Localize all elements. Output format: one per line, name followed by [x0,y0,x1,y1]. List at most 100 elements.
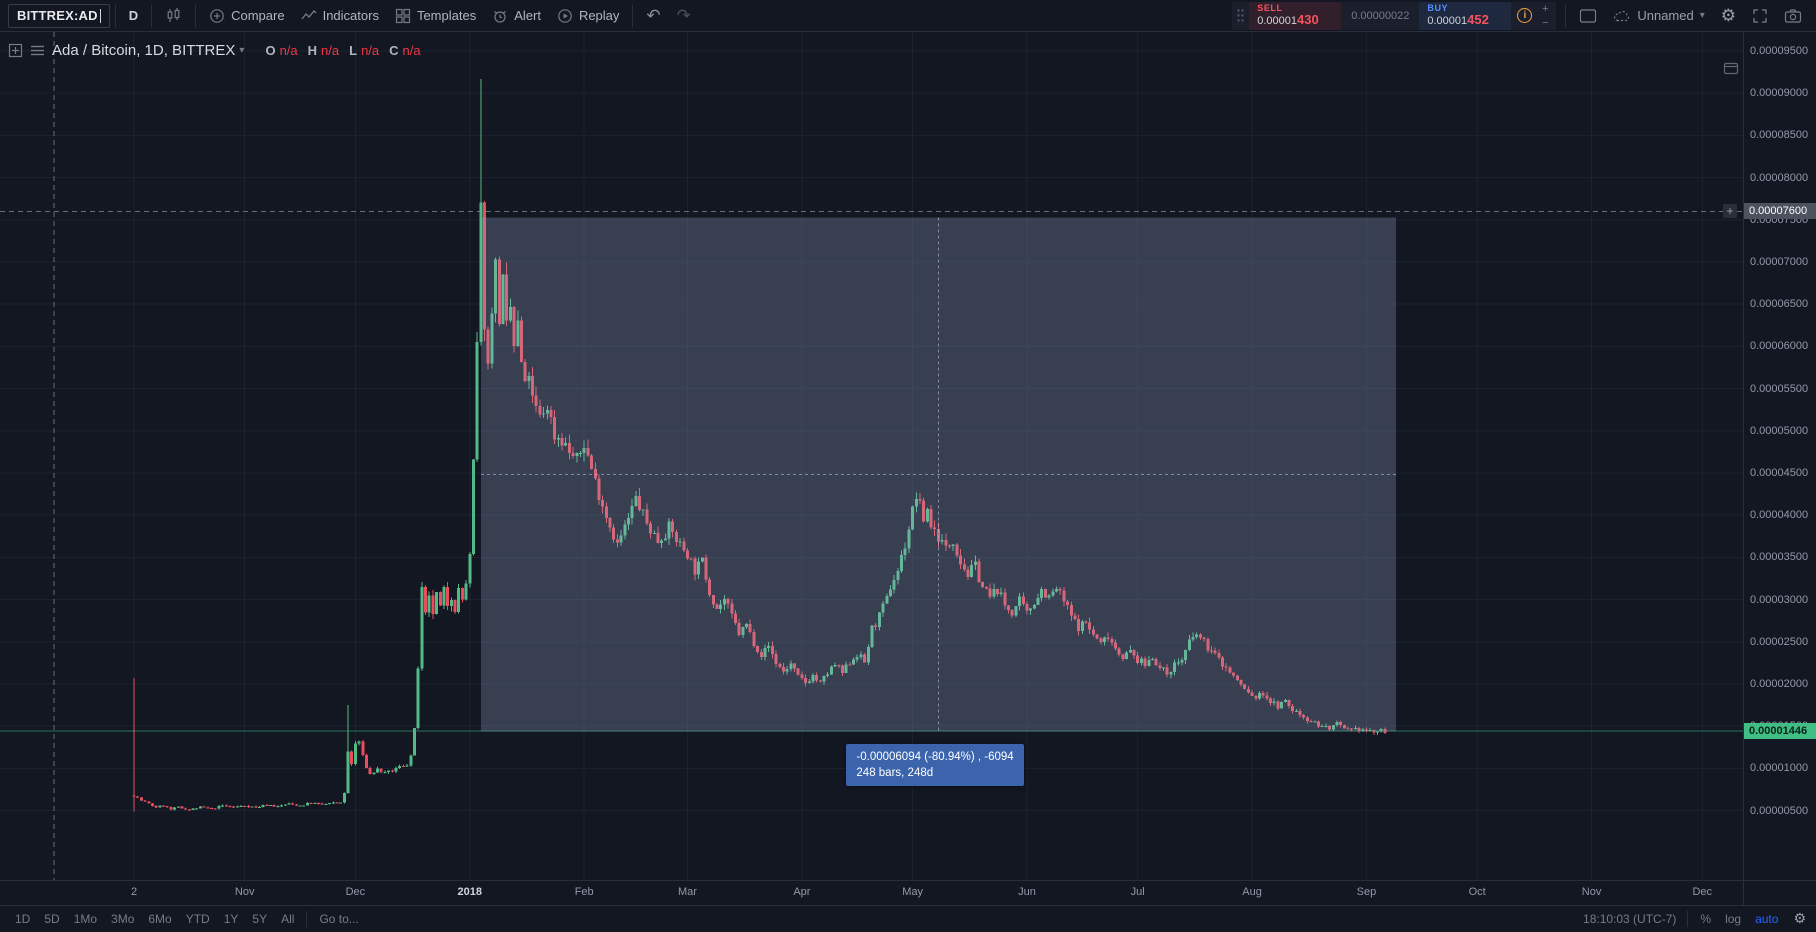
time-axis-label: Nov [234,886,255,898]
price-axis-label: 0.00008500 [1750,129,1809,142]
clock[interactable]: 18:10:03 (UTC-7) [1583,912,1677,926]
range-5y-button[interactable]: 5Y [245,912,274,926]
candlestick-series [132,78,1387,812]
last-price-label: 0.00001446 [1744,722,1816,739]
widget-plus-button[interactable]: + [1538,3,1552,15]
log-scale-button[interactable]: log [1718,912,1748,926]
indicators-icon [301,9,317,19]
range-1y-button[interactable]: 1Y [217,912,246,926]
fullscreen-button[interactable] [1744,2,1776,30]
range-1d-button[interactable]: 1D [8,912,37,926]
trade-widget: SELL 0.00001430 0.00000022 BUY 0.0000145… [1232,1,1557,30]
layout-button[interactable] [1571,2,1605,30]
percent-scale-button[interactable]: % [1693,912,1718,926]
time-axis-label: Feb [574,886,594,898]
widget-size-controls: + − [1538,3,1552,29]
grid [0,32,1743,880]
range-6mo-button[interactable]: 6Mo [141,912,178,926]
time-axis-label: Oct [1468,886,1486,898]
separator [1565,4,1567,27]
range-ytd-button[interactable]: YTD [179,912,217,926]
symbol-title-text: Ada / Bitcoin, 1D, BITTREX [52,42,236,59]
price-axis-label: 0.00004500 [1750,467,1809,479]
replay-label: Replay [578,8,620,23]
range-3mo-button[interactable]: 3Mo [104,912,141,926]
indicators-button[interactable]: Indicators [293,2,387,30]
chevron-down-icon: ▾ [1699,10,1705,21]
fullscreen-icon [1753,8,1767,23]
top-toolbar: BITTREX:AD D Compare Indicators Template… [0,0,1816,32]
settings-gear-icon[interactable]: ⚙ [1713,6,1744,26]
interval-button[interactable]: D [121,2,146,30]
replay-button[interactable]: Replay [549,2,627,30]
indicators-label: Indicators [322,8,379,23]
trading-info-icon[interactable]: i [1517,8,1533,23]
measure-selection[interactable] [480,217,1396,732]
alert-button[interactable]: Alert [484,2,549,30]
add-pane-icon[interactable] [8,43,23,58]
time-axis-label: Sep [1356,886,1377,898]
price-axis-label: 0.00006000 [1750,340,1809,353]
range-buttons: 1D 5D 1Mo 3Mo 6Mo YTD 1Y 5Y All Go to... [8,906,366,932]
price-axis-label: 0.00006500 [1750,298,1809,311]
candlestick-icon [167,8,180,22]
plus-marker-icon[interactable]: + [1723,204,1737,219]
buy-price: 0.00001452 [1427,12,1489,27]
symbol-text: BITTREX:AD [17,8,98,23]
price-axis-label: 0.00005000 [1750,424,1809,437]
range-5d-button[interactable]: 5D [37,912,66,926]
compare-button[interactable]: Compare [201,2,292,30]
price-axis-label: 0.00007000 [1750,256,1809,268]
time-axis[interactable]: 2 Nov Dec 2018 Feb Mar Apr May Jun Jul Aug Sep Oct No… [0,881,1743,905]
price-axis-label: 0.00002500 [1750,635,1809,648]
chart-style-button[interactable] [157,2,190,30]
widget-minus-button[interactable]: − [1538,17,1552,29]
layout-account-menu[interactable]: Unnamed ▾ [1605,8,1712,23]
buy-label: BUY [1427,3,1449,13]
text-cursor [99,8,101,23]
crosshair-price-label: 0.00007600 [1744,203,1816,220]
pane-maximize-icon[interactable] [1723,62,1739,78]
auto-scale-button[interactable]: auto [1748,912,1785,926]
camera-icon [1784,8,1802,23]
price-axis-label: 0.00009000 [1750,87,1809,100]
goto-button[interactable]: Go to... [312,912,365,926]
time-axis-label: Dec [345,886,366,898]
snapshot-button[interactable] [1776,2,1810,30]
time-axis-label: May [902,886,923,898]
price-axis[interactable]: 0.00007600 0.00001446 0.00009500 0.000090… [1743,32,1816,880]
price-axis-label: 0.00008000 [1750,171,1809,184]
time-axis-label: Mar [678,886,697,898]
price-axis-label: 0.00000500 [1750,804,1809,817]
bottom-toolbar: 1D 5D 1Mo 3Mo 6Mo YTD 1Y 5Y All Go to... 18:10:03… [0,905,1816,932]
undo-button[interactable]: ↶ [638,2,668,30]
object-tree-icon[interactable] [30,44,45,57]
symbol-title[interactable]: Ada / Bitcoin, 1D, BITTREX ▾ [52,42,244,59]
time-axis-label: 2018 [457,886,483,898]
spread-value: 0.00000022 [1351,9,1410,22]
separator [632,4,634,27]
range-1mo-button[interactable]: 1Mo [67,912,104,926]
price-axis-label: 0.00003500 [1750,551,1809,564]
templates-button[interactable]: Templates [387,2,484,30]
redo-button[interactable]: ↷ [669,2,699,30]
time-axis-label: Nov [1581,886,1602,898]
symbol-search-input[interactable]: BITTREX:AD [8,3,110,28]
axis-settings-gear-icon[interactable]: ⚙ [1785,911,1808,927]
layout-icon [1580,8,1597,23]
time-axis-label: Apr [793,886,811,898]
alert-label: Alert [514,8,541,23]
separator [306,911,308,927]
range-all-button[interactable]: All [274,912,301,926]
sell-label: SELL [1257,3,1283,13]
measure-tooltip: -0.00006094 (-80.94%) , -6094 248 bars, … [846,743,1024,786]
sell-button[interactable]: SELL 0.00001430 [1249,1,1342,30]
price-chart[interactable] [0,32,1743,880]
drag-handle[interactable] [1232,8,1249,23]
buy-button[interactable]: BUY 0.00001452 [1419,1,1512,30]
time-axis-label: Dec [1692,886,1713,898]
time-axis-label: 2 [130,886,138,898]
